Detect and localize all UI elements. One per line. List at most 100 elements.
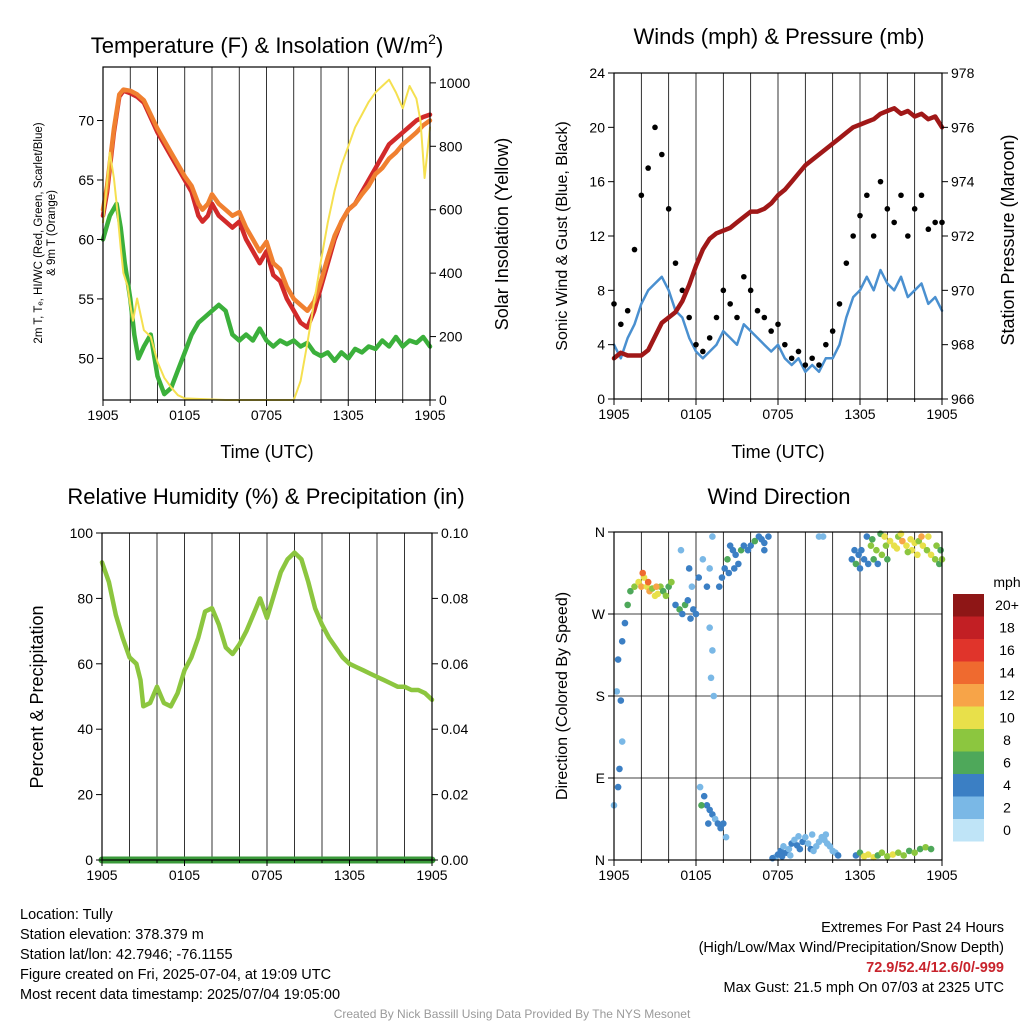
y-tick-label: 55 <box>78 291 94 307</box>
temperature-ylabel-right: Solar Insolation (Yellow) <box>492 138 512 330</box>
gust-point <box>884 206 891 212</box>
gust-point <box>734 314 740 321</box>
direction-point <box>621 619 629 627</box>
x-tick-label: 0105 <box>169 867 200 883</box>
direction-point <box>751 537 759 545</box>
gust-point <box>802 362 809 368</box>
direction-point <box>616 765 623 773</box>
y-tick-label: 40 <box>77 721 93 737</box>
direction-point <box>911 849 918 857</box>
wind-ylabel-right: Station Pressure (Maroon) <box>998 134 1018 345</box>
y-right-tick-label: 974 <box>951 174 975 190</box>
gust-point <box>932 219 938 226</box>
temperature-ylabel-left: 2m T, Tₑ, HI/WC (Red, Green, Scarlet/Blu… <box>33 122 58 343</box>
humidity-panel: Relative Humidity (%) & Precipitation (i… <box>27 484 468 883</box>
direction-point <box>931 556 939 563</box>
direction-point <box>639 569 646 577</box>
direction-point <box>725 569 733 577</box>
humidity-axes: 1905 0105 0705 1305 19050204060801000.000.02… <box>70 525 469 883</box>
y-tick-label: 20 <box>589 119 605 135</box>
legend-swatch <box>953 796 984 819</box>
direction-point <box>730 565 738 572</box>
legend-label: 16 <box>999 642 1015 658</box>
direction-point <box>631 583 638 590</box>
direction-point <box>740 542 748 549</box>
y-tick-label: 65 <box>78 172 94 188</box>
series-line-9m-t <box>100 87 433 314</box>
x-tick-label: 1905 <box>414 407 445 423</box>
direction-point <box>700 792 708 800</box>
direction-point <box>780 843 787 850</box>
x-tick-label: 1905 <box>926 867 957 883</box>
direction-point <box>722 833 730 841</box>
y-right-tick-label: 600 <box>439 202 463 218</box>
direction-point <box>893 545 901 552</box>
gust-point <box>638 192 645 199</box>
legend-label: 6 <box>1003 755 1011 771</box>
direction-point <box>724 556 731 563</box>
gust-point <box>795 348 802 355</box>
direction-point <box>679 610 686 618</box>
direction-point <box>802 833 809 841</box>
temperature-axes: 1905 0105 0705 1305 1905 50 55 60 65 70 0 200 400 600… <box>78 75 470 423</box>
station-elevation: Station elevation: 378.379 m <box>20 927 204 943</box>
legend-swatch <box>953 684 984 707</box>
direction-point <box>867 542 875 549</box>
y-right-tick-label: 0.04 <box>441 721 468 737</box>
legend-swatch <box>953 594 984 617</box>
y-tick-label: 8 <box>597 282 605 298</box>
direction-point <box>696 783 704 791</box>
y-right-tick-label: 400 <box>439 265 463 281</box>
gust-point <box>823 341 829 348</box>
y-tick-label: 50 <box>78 350 94 366</box>
x-tick-label: 1905 <box>598 867 629 883</box>
y-tick-label: 4 <box>597 337 605 353</box>
legend-label: 10 <box>999 710 1015 726</box>
gust-point <box>857 212 863 219</box>
extremes-title: Extremes For Past 24 Hours <box>821 920 1004 936</box>
direction-point <box>720 820 727 827</box>
gust-point <box>877 178 884 185</box>
x-tick-label: 1905 <box>926 406 957 422</box>
direction-point <box>903 542 910 549</box>
direction-point <box>900 852 908 859</box>
direction-point <box>922 843 929 851</box>
direction-point <box>778 853 786 860</box>
direction-point <box>718 574 726 581</box>
y-right-tick-label: 0.06 <box>441 656 468 672</box>
gust-point <box>686 314 692 321</box>
y-tick-label: 12 <box>589 228 605 244</box>
direction-point <box>925 533 932 540</box>
legend-swatch <box>953 706 984 729</box>
direction-point <box>685 565 693 572</box>
y-right-tick-label: 0.02 <box>441 787 468 803</box>
gust-point <box>727 301 733 307</box>
direction-point <box>852 560 860 568</box>
direction-point <box>916 845 924 853</box>
direction-point <box>864 851 872 858</box>
direction-point <box>698 802 705 809</box>
y-tick-label: 0 <box>85 852 93 868</box>
direction-point <box>819 533 827 540</box>
y-tick-label: 100 <box>70 525 94 541</box>
series-line-solar-insolation <box>102 78 431 401</box>
humidity-grid <box>129 533 405 860</box>
direction-point <box>822 831 830 838</box>
x-tick-label: 0105 <box>680 406 711 422</box>
legend-label: 20+ <box>995 597 1019 613</box>
y-tick-label: 20 <box>77 787 93 803</box>
gust-point <box>672 260 679 266</box>
legend-label: 18 <box>999 620 1015 636</box>
direction-point <box>878 551 886 559</box>
wind-xlabel: Time (UTC) <box>731 442 824 462</box>
gust-point <box>700 348 706 355</box>
direction-point <box>614 783 622 791</box>
wind-series <box>611 106 945 374</box>
gust-point <box>645 165 651 171</box>
speed-color-legend: 20+ 18 16 14 12 10 8 6 4 2 0 <box>953 594 1019 842</box>
gust-point <box>918 192 925 199</box>
direction-point <box>914 551 921 559</box>
direction-point <box>899 537 906 545</box>
direction-point <box>881 533 888 540</box>
